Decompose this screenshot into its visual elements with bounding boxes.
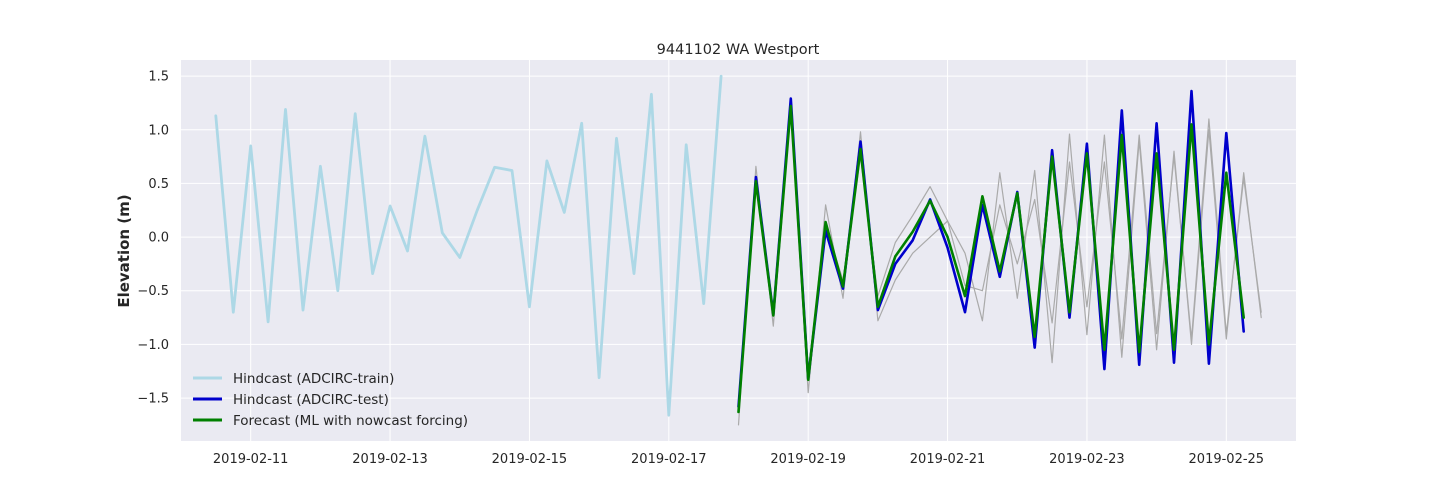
x-tick-label: 2019-02-11 [213, 452, 289, 467]
legend: Hindcast (ADCIRC-train) Hindcast (ADCIRC-… [193, 371, 468, 429]
x-tick-label: 2019-02-15 [492, 452, 568, 467]
tick-labels: 2019-02-11 2019-02-13 2019-02-15 2019-02-17… [137, 70, 1264, 467]
series-line-reference-1 [737, 107, 1262, 426]
x-tick-label: 2019-02-21 [910, 452, 986, 467]
series-line-0 [214, 74, 723, 417]
legend-label: Hindcast (ADCIRC-test) [233, 392, 389, 408]
x-tick-label: 2019-02-17 [631, 452, 707, 467]
y-tick-label: 0.5 [148, 177, 169, 192]
legend-label: Hindcast (ADCIRC-train) [233, 371, 394, 387]
y-tick-label: −1.5 [137, 392, 169, 407]
legend-label: Forecast (ML with nowcast forcing) [233, 413, 468, 429]
y-tick-label: 1.0 [148, 123, 169, 138]
chart-title: 9441102 WA Westport [657, 42, 820, 58]
x-tick-label: 2019-02-19 [770, 452, 846, 467]
y-tick-label: −0.5 [137, 284, 169, 299]
y-tick-label: 1.5 [148, 70, 169, 85]
series-line-4 [737, 104, 1245, 414]
y-axis-label: Elevation (m) [115, 194, 133, 307]
x-tick-label: 2019-02-23 [1049, 452, 1125, 467]
data-series [214, 74, 1262, 426]
x-tick-label: 2019-02-25 [1189, 452, 1265, 467]
gridlines [181, 60, 1296, 441]
y-tick-label: −1.0 [137, 338, 169, 353]
plot-area [181, 60, 1296, 441]
y-tick-label: 0.0 [148, 231, 169, 246]
x-tick-label: 2019-02-13 [352, 452, 428, 467]
